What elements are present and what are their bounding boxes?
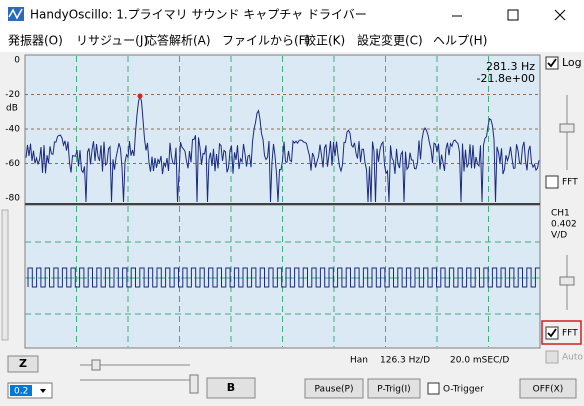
maximize-button[interactable]: [507, 9, 519, 21]
log-check: [547, 58, 557, 68]
fft-top-label: FFT: [562, 178, 578, 188]
fft-bottom-checkbox[interactable]: [545, 326, 559, 340]
log-label: Log: [562, 56, 582, 69]
channel-label: CH1: [551, 209, 570, 219]
y-tick-label: -40: [5, 125, 20, 135]
menu-item[interactable]: 応答解析(A): [145, 33, 211, 48]
waveform-trace: [27, 267, 540, 288]
dropdown-selection: [10, 385, 32, 396]
channel-unit: V/D: [551, 231, 567, 241]
y-tick-label: -80: [5, 194, 20, 204]
menu-item[interactable]: リサジュー(J): [76, 34, 148, 48]
menu-item[interactable]: ファイルから(F): [222, 34, 310, 48]
otrigger-label: O-Trigger: [443, 385, 484, 395]
auto-checkbox[interactable]: [545, 350, 559, 364]
menu-item[interactable]: 較正(K): [304, 33, 345, 48]
z-button[interactable]: [7, 355, 39, 373]
ptrig-button[interactable]: [367, 378, 421, 399]
z-button-label: Z: [19, 357, 27, 370]
b-button[interactable]: [206, 377, 256, 399]
h-slider2-thumb[interactable]: [189, 374, 199, 394]
freq-div: 126.3 Hz/D: [380, 356, 430, 366]
y-tick-label: -60: [5, 159, 20, 169]
b-button-label: B: [227, 381, 235, 394]
title-bar: [0, 0, 584, 30]
y-tick-label: -20: [5, 90, 20, 100]
channel-scale: 0.402: [551, 220, 577, 230]
pause-button[interactable]: [304, 378, 364, 399]
window-title: HandyOscillo: 1.プライマリ サウンド キャプチャ ドライバー: [30, 8, 367, 22]
auto-label: Auto: [562, 353, 583, 363]
pause-label: Pause(P): [315, 385, 354, 395]
left-scroll[interactable]: [1, 209, 9, 341]
menu-item[interactable]: ヘルプ(H): [433, 34, 487, 48]
menu-bar: [0, 30, 584, 52]
highlight-box: [541, 320, 582, 345]
fft-bottom-check: [547, 328, 557, 338]
dropdown-value: 0.2: [14, 387, 28, 397]
dropdown-arrow: [40, 389, 46, 393]
close-button[interactable]: [554, 9, 566, 21]
ch-slider-thumb[interactable]: [559, 276, 575, 286]
y-tick-label: 0: [14, 56, 20, 66]
fft-top-checkbox[interactable]: [545, 175, 559, 189]
ptrig-label: P-Trig(I): [377, 385, 410, 395]
fft-slider-thumb[interactable]: [559, 123, 575, 133]
time-div: 20.0 mSEC/D: [450, 356, 509, 366]
h-slider-thumb[interactable]: [91, 359, 101, 371]
log-checkbox[interactable]: [545, 56, 559, 70]
menu-item[interactable]: 設定変更(C): [357, 33, 423, 48]
app-icon-wave: [8, 8, 23, 20]
fft-trace: [25, 94, 540, 203]
peak-marker: [137, 93, 143, 99]
otrigger-checkbox[interactable]: [427, 382, 440, 395]
off-label: OFF(X): [533, 385, 564, 395]
fft-bottom-label: FFT: [562, 329, 578, 339]
peak-level: -21.8e+00: [477, 72, 535, 85]
menu-item[interactable]: 発振器(O): [8, 34, 63, 48]
peak-frequency: 281.3 Hz: [486, 60, 535, 73]
window-function: Han: [350, 356, 368, 366]
y-unit: dB: [6, 104, 18, 114]
off-button[interactable]: [519, 378, 577, 399]
